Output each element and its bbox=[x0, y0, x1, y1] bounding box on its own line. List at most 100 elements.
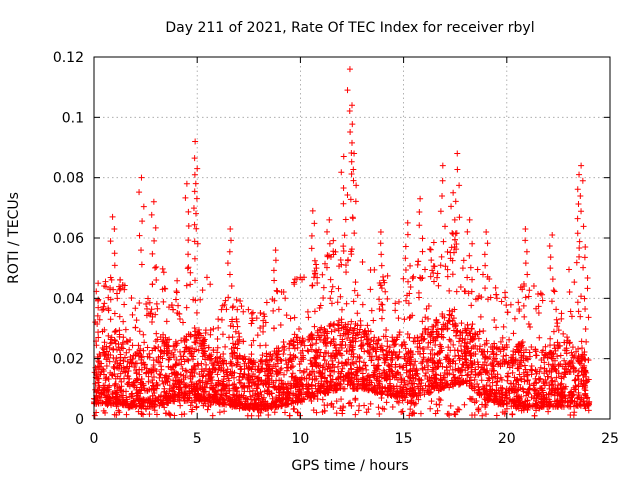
data-point bbox=[357, 343, 364, 350]
data-point bbox=[294, 378, 301, 385]
data-point bbox=[258, 366, 265, 373]
data-point bbox=[437, 208, 444, 215]
data-point bbox=[184, 356, 191, 363]
data-point bbox=[248, 412, 255, 419]
data-point bbox=[525, 293, 532, 300]
data-point bbox=[136, 328, 143, 335]
data-point bbox=[578, 208, 585, 215]
data-point bbox=[526, 385, 533, 392]
data-point bbox=[334, 321, 341, 328]
data-point bbox=[132, 360, 139, 367]
data-point bbox=[349, 121, 356, 128]
data-point bbox=[153, 263, 160, 270]
data-point bbox=[308, 346, 315, 353]
data-point bbox=[297, 350, 304, 357]
data-point bbox=[288, 364, 295, 371]
data-point bbox=[117, 351, 124, 358]
data-point bbox=[461, 401, 468, 408]
data-point bbox=[349, 347, 356, 354]
data-point bbox=[136, 300, 143, 307]
data-point bbox=[415, 289, 422, 296]
data-point bbox=[511, 374, 518, 381]
data-point bbox=[139, 403, 146, 410]
data-point bbox=[173, 383, 180, 390]
data-point bbox=[106, 358, 113, 365]
data-point bbox=[323, 360, 330, 367]
data-point bbox=[548, 368, 555, 375]
data-point bbox=[327, 276, 334, 283]
data-point bbox=[575, 200, 582, 207]
data-point bbox=[237, 370, 244, 377]
data-point bbox=[522, 294, 529, 301]
data-point bbox=[421, 346, 428, 353]
data-point bbox=[348, 251, 355, 258]
data-point bbox=[476, 328, 483, 335]
data-point bbox=[346, 327, 353, 334]
data-point bbox=[545, 361, 552, 368]
data-point bbox=[562, 347, 569, 354]
data-point bbox=[226, 334, 233, 341]
data-point bbox=[580, 223, 587, 230]
data-point bbox=[176, 377, 183, 384]
data-point bbox=[275, 306, 282, 313]
data-point bbox=[191, 255, 198, 262]
data-point bbox=[348, 351, 355, 358]
data-point bbox=[111, 411, 118, 418]
data-point bbox=[226, 387, 233, 394]
data-point bbox=[418, 360, 425, 367]
data-point bbox=[500, 353, 507, 360]
data-point bbox=[434, 363, 441, 370]
data-point bbox=[411, 401, 418, 408]
data-point bbox=[294, 334, 301, 341]
data-point bbox=[388, 367, 395, 374]
data-point bbox=[138, 354, 145, 361]
data-point bbox=[348, 246, 355, 253]
data-point bbox=[258, 358, 265, 365]
data-point bbox=[447, 338, 454, 345]
data-point bbox=[146, 403, 153, 410]
data-point bbox=[440, 321, 447, 328]
data-point bbox=[103, 343, 110, 350]
data-point bbox=[467, 330, 474, 337]
data-point bbox=[452, 198, 459, 205]
data-point bbox=[247, 393, 254, 400]
data-point bbox=[430, 278, 437, 285]
data-point bbox=[425, 378, 432, 385]
data-point bbox=[349, 214, 356, 221]
data-point bbox=[454, 150, 461, 157]
data-point bbox=[414, 261, 421, 268]
data-point bbox=[463, 380, 470, 387]
data-point bbox=[270, 361, 277, 368]
data-point bbox=[535, 310, 542, 317]
data-point bbox=[560, 330, 567, 337]
data-point bbox=[296, 361, 303, 368]
data-point bbox=[551, 288, 558, 295]
data-point bbox=[132, 324, 139, 331]
data-point bbox=[237, 400, 244, 407]
data-point bbox=[185, 357, 192, 364]
data-point bbox=[579, 177, 586, 184]
data-point bbox=[224, 371, 231, 378]
data-point bbox=[217, 391, 224, 398]
data-point bbox=[381, 359, 388, 366]
data-point bbox=[574, 299, 581, 306]
data-point bbox=[381, 406, 388, 413]
data-point bbox=[107, 340, 114, 347]
data-point bbox=[409, 410, 416, 417]
data-point bbox=[103, 348, 110, 355]
data-point bbox=[337, 373, 344, 380]
data-point bbox=[445, 344, 452, 351]
data-point bbox=[239, 374, 246, 381]
data-point bbox=[240, 338, 247, 345]
data-point bbox=[463, 344, 470, 351]
data-point bbox=[554, 397, 561, 404]
data-point bbox=[576, 171, 583, 178]
data-point bbox=[223, 306, 230, 313]
data-point bbox=[290, 390, 297, 397]
data-point bbox=[311, 373, 318, 380]
data-point bbox=[462, 349, 469, 356]
data-point bbox=[207, 331, 214, 338]
data-point bbox=[429, 364, 436, 371]
data-point bbox=[340, 385, 347, 392]
data-point bbox=[468, 352, 475, 359]
